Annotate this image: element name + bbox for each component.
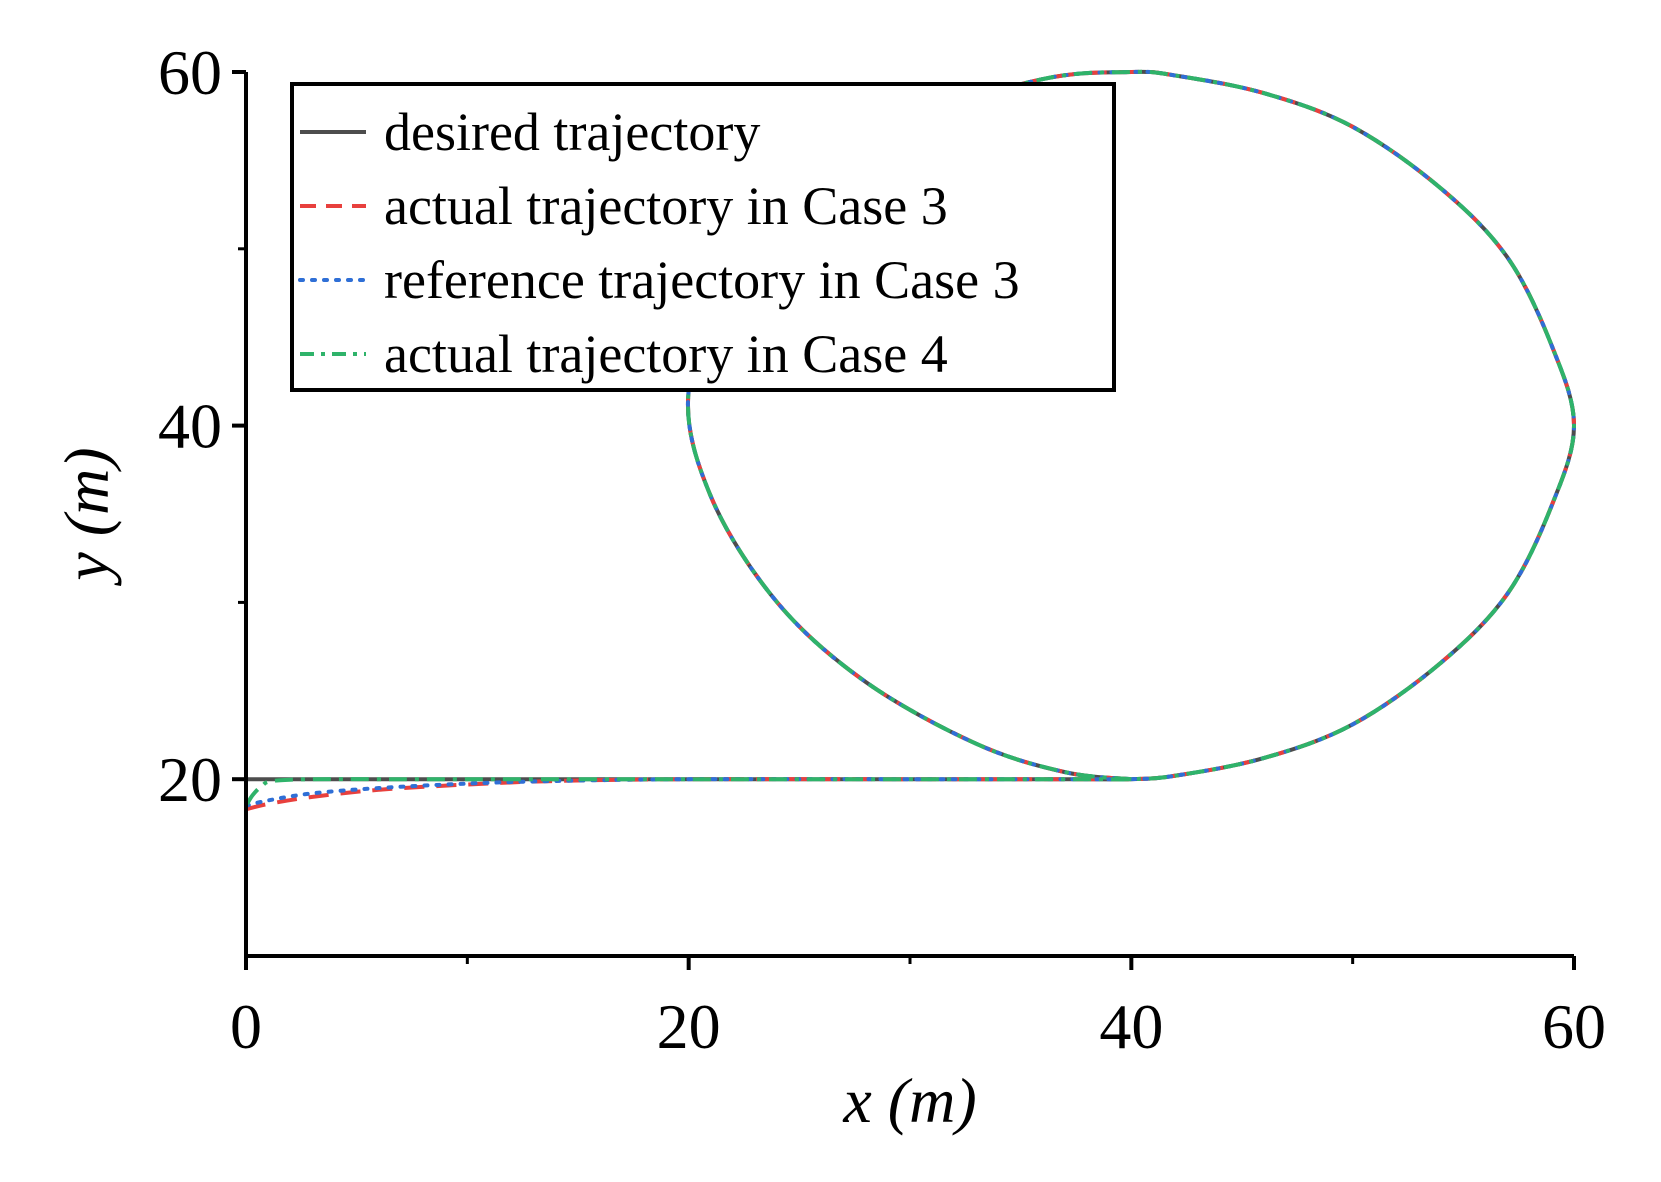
series-layer <box>244 69 1576 812</box>
x-axis-title: x (m) <box>842 1065 976 1136</box>
y-tick-label: 20 <box>158 744 222 815</box>
y-axis-title: y (m) <box>51 447 122 586</box>
y-tick-label: 40 <box>158 391 222 462</box>
legend-label-4: actual trajectory in Case 4 <box>384 324 948 384</box>
x-tick-label: 20 <box>657 991 721 1062</box>
x-tick-label: 0 <box>230 991 262 1062</box>
legend: desired trajectory actual trajectory in C… <box>290 82 1116 392</box>
legend-box <box>290 82 1116 392</box>
legend-label-2: actual trajectory in Case 3 <box>384 176 948 236</box>
legend-label-1: desired trajectory <box>384 102 760 162</box>
series-line-4 <box>245 69 1576 806</box>
y-tick-label: 60 <box>158 37 222 108</box>
legend-label-3: reference trajectory in Case 3 <box>384 250 1020 310</box>
x-tick-label: 60 <box>1542 991 1606 1062</box>
axes-layer: 0 20 40 60 20 40 60 x (m) y (m) <box>51 37 1606 1136</box>
x-tick-label: 40 <box>1099 991 1163 1062</box>
